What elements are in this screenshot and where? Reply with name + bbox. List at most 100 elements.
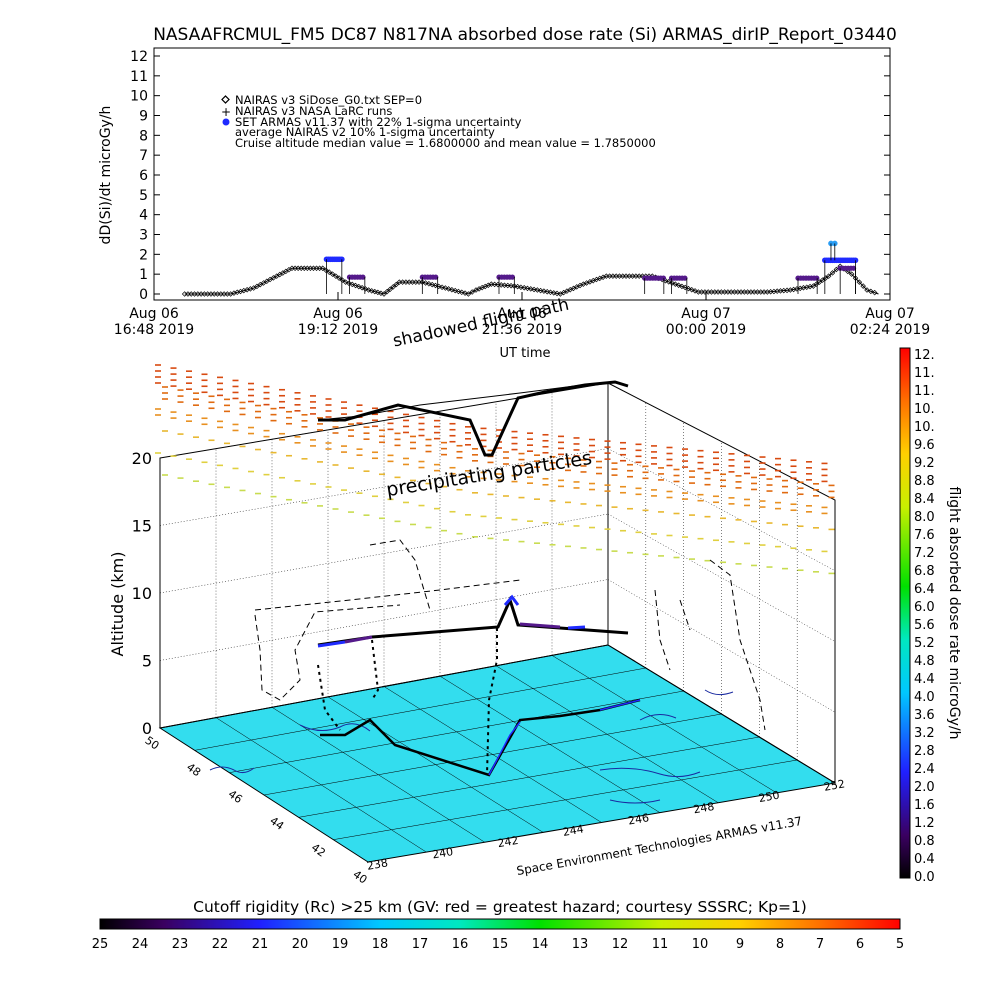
nairas-v3-point — [326, 269, 332, 275]
x-tick-time: 21:36 2019 — [482, 322, 562, 338]
legend-entry-nairas-v3-sidose: NAIRAS v3 SiDose_G0.txt SEP=0 — [221, 93, 422, 107]
nairas-v3-point — [767, 288, 774, 295]
cutoff-colorbar-tick-label: 24 — [132, 937, 149, 952]
legend-label: NAIRAS v3 SiDose_G0.txt SEP=0 — [235, 93, 422, 107]
nairas-v3-point — [416, 279, 422, 285]
nairas-v3-point — [211, 291, 217, 297]
nairas-v3-point — [629, 273, 636, 279]
shadowed-flight-path — [318, 380, 629, 457]
nairas-v3-point — [319, 265, 326, 271]
cutoff-colorbar-tick-label: 14 — [532, 937, 549, 952]
cutoff-rigidity-colorbar-label: Cutoff rigidity (Rc) >25 km (GV: red = g… — [193, 898, 807, 916]
flight-path-armas-highlight — [317, 594, 586, 648]
nairas-v3-point — [708, 289, 715, 295]
grid-line — [159, 448, 609, 526]
nairas-v3-point — [860, 283, 866, 289]
nairas-v3-point — [488, 281, 495, 287]
nairas-v3-point — [698, 289, 705, 295]
nairas-v3-point — [185, 291, 191, 297]
grid-line — [607, 382, 836, 501]
x-tick-date: Aug 06 — [497, 306, 547, 322]
nairas-v3-point — [201, 291, 208, 297]
nairas-v3-point — [781, 287, 787, 294]
grid-line — [607, 513, 836, 642]
nairas-v3-point — [856, 279, 863, 285]
longitude-tick-label: 246 — [627, 811, 650, 827]
nairas-v3-point — [498, 282, 504, 288]
cutoff-colorbar-tick-label: 16 — [452, 937, 469, 952]
precipitating-particles-field — [155, 364, 835, 575]
y-tick-label: 12 — [130, 49, 148, 65]
nairas-v3-point — [307, 265, 314, 271]
nairas-v3-point — [819, 277, 826, 283]
grid-line — [607, 448, 836, 571]
nairas-v3-point — [409, 279, 416, 285]
nairas-v3-point — [501, 282, 508, 288]
nairas-v3-point — [613, 273, 619, 279]
dose-rate-legend: NAIRAS v3 SiDose_G0.txt SEP=0 + NAIRAS v… — [221, 93, 656, 150]
dose-rate-colorbar-gradient — [899, 347, 911, 879]
nairas-v3-point — [741, 289, 748, 295]
nairas-v3-point — [810, 283, 817, 289]
legend-label: average NAIRAS v2 10% 1-sigma uncertaint… — [235, 125, 495, 139]
nairas-v2-point — [850, 265, 857, 271]
cutoff-colorbar-tick-label: 13 — [572, 937, 589, 952]
cutoff-colorbar-tick-label: 19 — [332, 937, 349, 952]
flight-path-shadow-curtain — [317, 628, 498, 776]
nairas-v3-point — [508, 283, 514, 289]
nairas-v3-point — [289, 265, 295, 271]
nairas-v3-point — [304, 265, 311, 271]
nairas-v3-point — [620, 273, 626, 279]
latitude-tick-label: 44 — [267, 814, 286, 833]
nairas-v3-point — [204, 291, 211, 297]
nairas-v3-point — [871, 289, 878, 296]
nairas-v3-point — [705, 289, 711, 295]
legend-label: SET ARMAS v11.37 with 22% 1-sigma uncert… — [235, 115, 522, 129]
nairas-v3-point — [829, 270, 836, 276]
nairas-v3-point — [712, 289, 718, 295]
y-tick-label: 3 — [139, 228, 148, 244]
dose-colorbar-tick-label: 6.0 — [914, 600, 935, 615]
nairas-v3-point — [744, 289, 751, 295]
x-tick-time: 19:12 2019 — [298, 322, 378, 338]
nairas-v3-point — [864, 287, 870, 293]
nairas-v3-point — [406, 279, 412, 285]
dose-colorbar-tick-label: 8.0 — [914, 510, 935, 525]
longitude-tick-label: 244 — [562, 822, 585, 838]
dose-colorbar-tick-label: 11. — [914, 366, 935, 381]
nairas-v3-point — [381, 291, 387, 297]
y-tick-label: 10 — [130, 89, 148, 105]
cutoff-colorbar-tick-label: 5 — [896, 937, 904, 952]
y-tick-label: 5 — [139, 188, 148, 204]
nairas-v3-point — [777, 288, 784, 294]
nairas-v3-point — [761, 289, 767, 295]
nairas-v3-point — [310, 265, 317, 271]
x-tick-date: Aug 06 — [313, 306, 363, 322]
flight-path-nairas-highlight — [344, 622, 561, 644]
nairas-v3-point — [221, 291, 227, 297]
nairas-v3-point — [218, 291, 224, 297]
nairas-v3-point — [339, 277, 346, 283]
nairas-v2-point — [433, 274, 439, 280]
nairas-v2-point — [682, 275, 688, 281]
y-tick-label: 2 — [139, 247, 148, 263]
cutoff-colorbar-tick-label: 23 — [172, 937, 189, 952]
legend-marker-plus: + — [221, 105, 231, 119]
nairas-v3-point — [333, 273, 339, 279]
grid-line — [298, 736, 760, 818]
longitude-tick-label: 242 — [496, 834, 519, 850]
nairas-v3-line — [184, 265, 879, 295]
nairas-v3-point — [633, 273, 639, 279]
nairas-v3-point — [195, 291, 201, 297]
cutoff-colorbar-tick-label: 7 — [816, 937, 824, 952]
nairas-v3-point — [292, 265, 298, 271]
shadowed-flight-path-thin — [317, 383, 591, 421]
nairas-v3-point — [465, 291, 472, 297]
z-tick-label: 0 — [142, 719, 152, 738]
nairas-v3-point — [384, 288, 390, 295]
dose-colorbar-tick-label: 10. — [914, 402, 935, 417]
cutoff-colorbar-tick-label: 8 — [776, 937, 784, 952]
y-tick-label: 8 — [139, 128, 148, 144]
nairas-v3-point — [606, 273, 613, 279]
